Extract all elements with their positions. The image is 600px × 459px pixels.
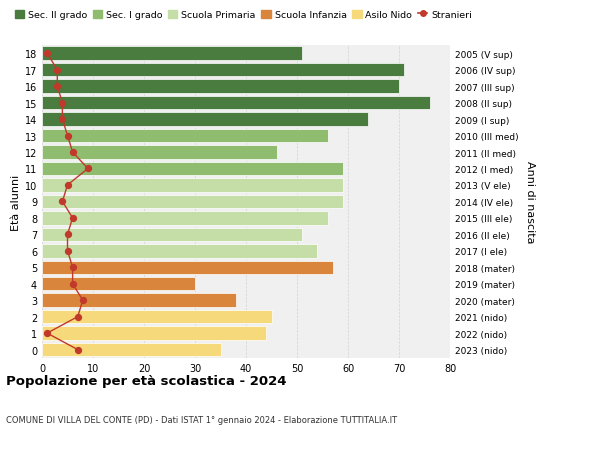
Text: COMUNE DI VILLA DEL CONTE (PD) - Dati ISTAT 1° gennaio 2024 - Elaborazione TUTTI: COMUNE DI VILLA DEL CONTE (PD) - Dati IS… <box>6 415 397 425</box>
Bar <box>42 245 317 258</box>
Point <box>63 247 73 255</box>
Bar <box>42 212 328 225</box>
Point <box>53 83 62 90</box>
Y-axis label: Età alunni: Età alunni <box>11 174 20 230</box>
Bar <box>42 129 328 143</box>
Bar <box>42 162 343 176</box>
Point <box>63 182 73 189</box>
Bar <box>42 228 302 241</box>
Bar <box>42 47 302 61</box>
Point <box>58 100 67 107</box>
Point <box>43 330 52 337</box>
Point <box>73 346 83 353</box>
Bar <box>42 97 430 110</box>
Bar <box>42 294 236 307</box>
Legend: Sec. II grado, Sec. I grado, Scuola Primaria, Scuola Infanzia, Asilo Nido, Stran: Sec. II grado, Sec. I grado, Scuola Prim… <box>11 7 476 24</box>
Point <box>53 67 62 74</box>
Bar <box>42 277 195 291</box>
Bar <box>42 179 343 192</box>
Point <box>78 297 88 304</box>
Bar <box>42 80 399 94</box>
Point <box>58 198 67 206</box>
Bar <box>42 261 333 274</box>
Point <box>63 133 73 140</box>
Point <box>58 116 67 123</box>
Point <box>68 215 77 222</box>
Bar <box>42 64 404 77</box>
Point <box>43 50 52 58</box>
Bar <box>42 146 277 159</box>
Point <box>68 149 77 157</box>
Bar <box>42 327 266 340</box>
Bar <box>42 113 368 127</box>
Point <box>68 280 77 288</box>
Point <box>83 165 93 173</box>
Bar <box>42 195 343 209</box>
Point <box>73 313 83 321</box>
Point <box>68 264 77 271</box>
Bar <box>42 310 272 324</box>
Bar <box>42 343 221 357</box>
Point <box>63 231 73 239</box>
Text: Popolazione per età scolastica - 2024: Popolazione per età scolastica - 2024 <box>6 374 287 387</box>
Y-axis label: Anni di nascita: Anni di nascita <box>525 161 535 243</box>
